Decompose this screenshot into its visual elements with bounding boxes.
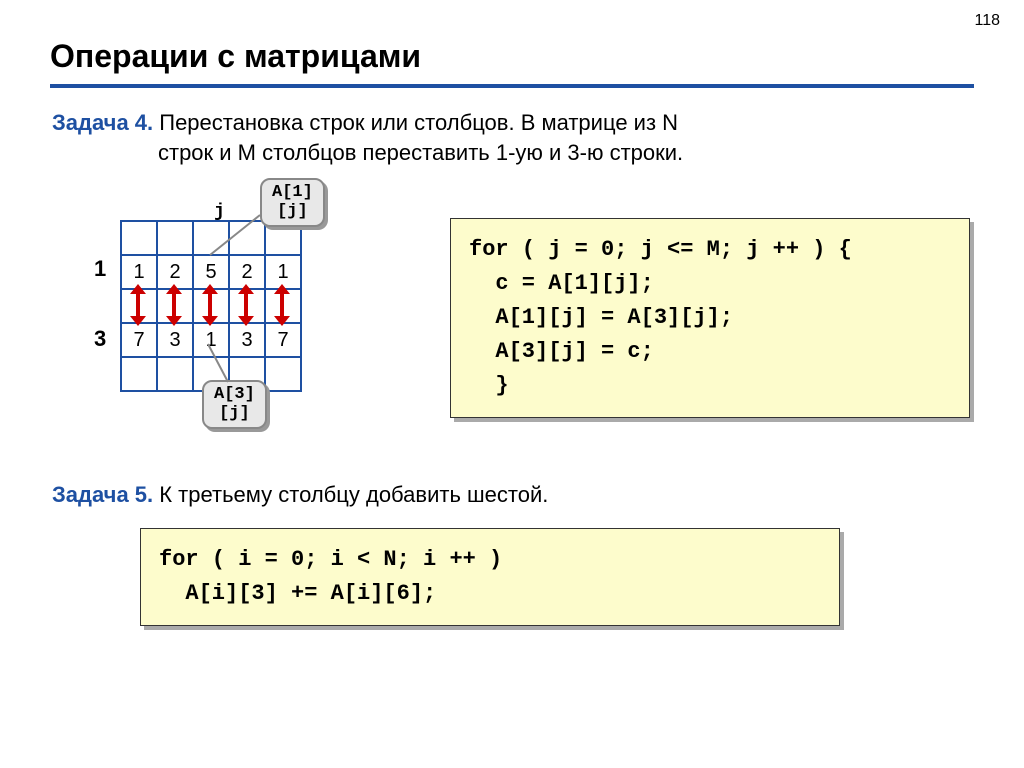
swap-arrow-icon	[275, 290, 289, 320]
callout-line: [j]	[277, 202, 308, 221]
code-line: for ( j = 0; j <= M; j ++ ) {	[469, 237, 852, 262]
callout-a1j: A[1] [j]	[260, 178, 325, 227]
matrix-cell: 7	[265, 323, 301, 357]
matrix-cell	[121, 221, 157, 255]
row-label-1: 1	[94, 256, 106, 282]
matrix-cell	[121, 357, 157, 391]
matrix-cell: 3	[157, 323, 193, 357]
task5-line: К третьему столбцу добавить шестой.	[153, 482, 548, 507]
task4-line1: Перестановка строк или столбцов. В матри…	[153, 110, 678, 135]
code-line: c = A[1][j];	[469, 271, 654, 296]
page-number: 118	[974, 12, 1000, 30]
matrix-cell	[157, 357, 193, 391]
code-block-add: for ( i = 0; i < N; i ++ ) A[i][3] += A[…	[140, 528, 840, 626]
matrix-diagram: j 1 3 1 2 5 2 1 7 3 1 3 7	[90, 190, 420, 420]
task5-text: Задача 5. К третьему столбцу добавить ше…	[52, 480, 548, 510]
task5-label: Задача 5.	[52, 482, 153, 507]
code-line: A[i][3] += A[i][6];	[159, 581, 436, 606]
code-block-swap: for ( j = 0; j <= M; j ++ ) { c = A[1][j…	[450, 218, 970, 418]
matrix-cell	[265, 357, 301, 391]
code-line: A[3][j] = c;	[469, 339, 654, 364]
page-title: Операции с матрицами	[50, 38, 421, 75]
matrix-cell	[157, 221, 193, 255]
code-line: A[1][j] = A[3][j];	[469, 305, 733, 330]
callout-tail-icon	[198, 342, 238, 386]
swap-arrow-icon	[131, 290, 145, 320]
callout-line: [j]	[219, 404, 250, 423]
row-label-3: 3	[94, 326, 106, 352]
callout-tail-icon	[205, 210, 265, 260]
swap-arrow-icon	[239, 290, 253, 320]
matrix-cell: 7	[121, 323, 157, 357]
code-line: for ( i = 0; i < N; i ++ )	[159, 547, 502, 572]
callout-a3j: A[3] [j]	[202, 380, 267, 429]
swap-arrow-icon	[167, 290, 181, 320]
task4-text: Задача 4. Перестановка строк или столбцо…	[52, 108, 683, 167]
title-underline	[50, 84, 974, 88]
swap-arrow-icon	[203, 290, 217, 320]
callout-line: A[1]	[272, 183, 313, 202]
callout-line: A[3]	[214, 385, 255, 404]
task4-line2: строк и M столбцов переставить 1-ую и 3-…	[158, 140, 683, 165]
code-line: }	[469, 373, 509, 398]
task4-label: Задача 4.	[52, 110, 153, 135]
